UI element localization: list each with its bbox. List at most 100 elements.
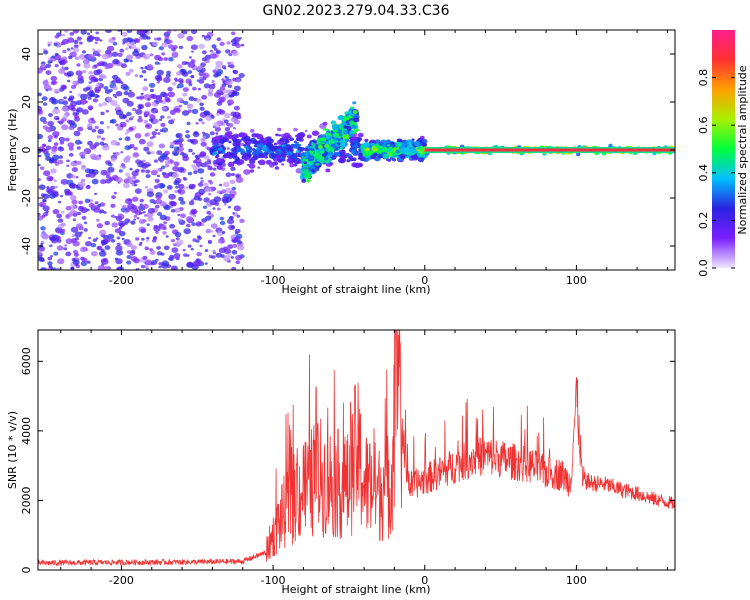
spectrogram-cell — [350, 149, 356, 154]
spectrogram-cell — [180, 68, 185, 73]
spectrogram-cell — [237, 240, 243, 245]
spectrogram-cell — [327, 157, 333, 162]
spectrogram-cell — [231, 186, 236, 191]
y-tick-label: 0 — [20, 567, 33, 574]
spectrogram-cell — [47, 41, 53, 46]
spectrogram-cell — [179, 80, 184, 84]
spectrogram-cell — [153, 159, 159, 163]
spectrogram-cell — [176, 71, 182, 76]
spectrogram-cell — [70, 174, 76, 179]
spectrogram-cell — [81, 109, 89, 115]
y-tick-label: 40 — [20, 47, 33, 61]
spectrogram-cell — [209, 181, 214, 185]
spectrogram-y-axis-label: Frequency (Hz) — [6, 109, 19, 192]
colorbar: 0.0 0.2 0.4 0.6 0.8 Normalized spectral ampl… — [697, 30, 749, 277]
spectrogram-cell — [156, 183, 160, 187]
spectrogram-cell — [115, 91, 123, 97]
spectrogram-cell — [183, 228, 191, 235]
spectrogram-cell — [145, 239, 150, 243]
spectrogram-cell — [209, 199, 218, 206]
spectrogram-cell — [95, 31, 99, 35]
spectrogram-cell — [99, 121, 104, 125]
spectrogram-cell — [218, 238, 225, 244]
spectrogram-cell — [120, 81, 124, 84]
spectrogram-cell — [68, 55, 73, 60]
spectrogram-cell — [168, 56, 174, 62]
colorbar-tick-label: 0.4 — [697, 164, 710, 182]
spectrogram-cell — [45, 145, 52, 151]
spectrogram-cell — [243, 169, 251, 175]
spectrogram-cell — [45, 79, 49, 82]
spectrogram-cell — [82, 58, 90, 65]
spectrogram-cell — [205, 228, 212, 234]
spectrogram-cell — [47, 60, 52, 64]
spectrogram-cell — [217, 207, 221, 211]
spectrogram-cell — [120, 151, 124, 154]
spectrogram-cell — [56, 267, 61, 270]
spectrogram-cell — [351, 147, 355, 150]
colorbar-tick-label: 0.8 — [697, 69, 710, 87]
spectrogram-cell — [94, 86, 102, 92]
spectrogram-cell — [140, 264, 146, 269]
spectrogram-cell — [234, 228, 241, 234]
spectrogram-cell — [182, 30, 188, 35]
spectrogram-cell — [149, 93, 156, 99]
spectrogram-cell — [212, 69, 217, 74]
spectrogram-cell — [85, 87, 91, 91]
spectrogram-cell — [237, 147, 242, 152]
spectrogram-cell — [39, 166, 45, 171]
spectrogram-cell — [146, 259, 152, 264]
spectrogram-cell — [57, 218, 64, 223]
spectrogram-cell — [152, 135, 156, 139]
spectrogram-cell — [287, 135, 292, 139]
spectrogram-cell — [90, 251, 98, 257]
spectrogram-cell — [56, 245, 64, 251]
spectrogram-cell — [161, 42, 168, 48]
spectrogram-cell — [99, 229, 107, 236]
spectrogram-cell — [162, 226, 167, 230]
spectrogram-cell — [115, 123, 119, 127]
spectrogram-cell — [68, 125, 75, 131]
spectrogram-cell — [115, 104, 121, 109]
spectrogram-cell — [70, 209, 76, 214]
spectrogram-cell — [90, 76, 98, 83]
spectrogram-cell — [227, 61, 231, 65]
spectrogram-cell — [150, 150, 155, 155]
spectrogram-cell — [219, 41, 225, 47]
spectrogram-cell — [98, 103, 103, 107]
spectrogram-cell — [153, 185, 159, 189]
spectrogram-cell — [89, 153, 98, 160]
spectrogram-cell — [144, 185, 149, 189]
spectrogram-cell — [227, 122, 234, 128]
spectrogram-cell — [125, 114, 129, 117]
spectrogram-cell — [77, 205, 85, 212]
spectrogram-cell — [110, 139, 118, 146]
spectrogram-cell — [156, 150, 163, 156]
spectrogram-cell — [53, 251, 59, 256]
spectrogram-cell — [130, 245, 137, 251]
spectrogram-cell — [88, 168, 95, 174]
spectrogram-cell — [57, 120, 61, 124]
spectrogram-cell — [238, 73, 245, 78]
spectrogram-cell — [67, 142, 75, 148]
spectrogram-cell — [221, 196, 230, 203]
spectrogram-cell — [218, 96, 226, 103]
spectrogram-cell — [209, 172, 216, 177]
spectrogram-cell — [115, 109, 124, 116]
y-tick-label: 4000 — [20, 417, 33, 445]
spectrogram-cell — [178, 137, 184, 143]
spectrogram-cell — [225, 253, 232, 259]
spectrogram-cell — [155, 110, 159, 114]
spectrogram-cell — [211, 51, 215, 55]
spectrogram-cell — [357, 157, 361, 160]
spectrogram-cell — [154, 178, 160, 183]
spectrogram-cell — [199, 151, 207, 157]
spectrogram-cell — [171, 47, 176, 52]
spectrogram-cell — [350, 142, 355, 146]
spectrogram-cell — [52, 80, 58, 85]
spectrogram-cell — [183, 100, 189, 105]
spectrogram-cell — [87, 53, 95, 60]
spectrogram-cell — [54, 63, 59, 68]
spectrogram-cell — [135, 237, 140, 241]
